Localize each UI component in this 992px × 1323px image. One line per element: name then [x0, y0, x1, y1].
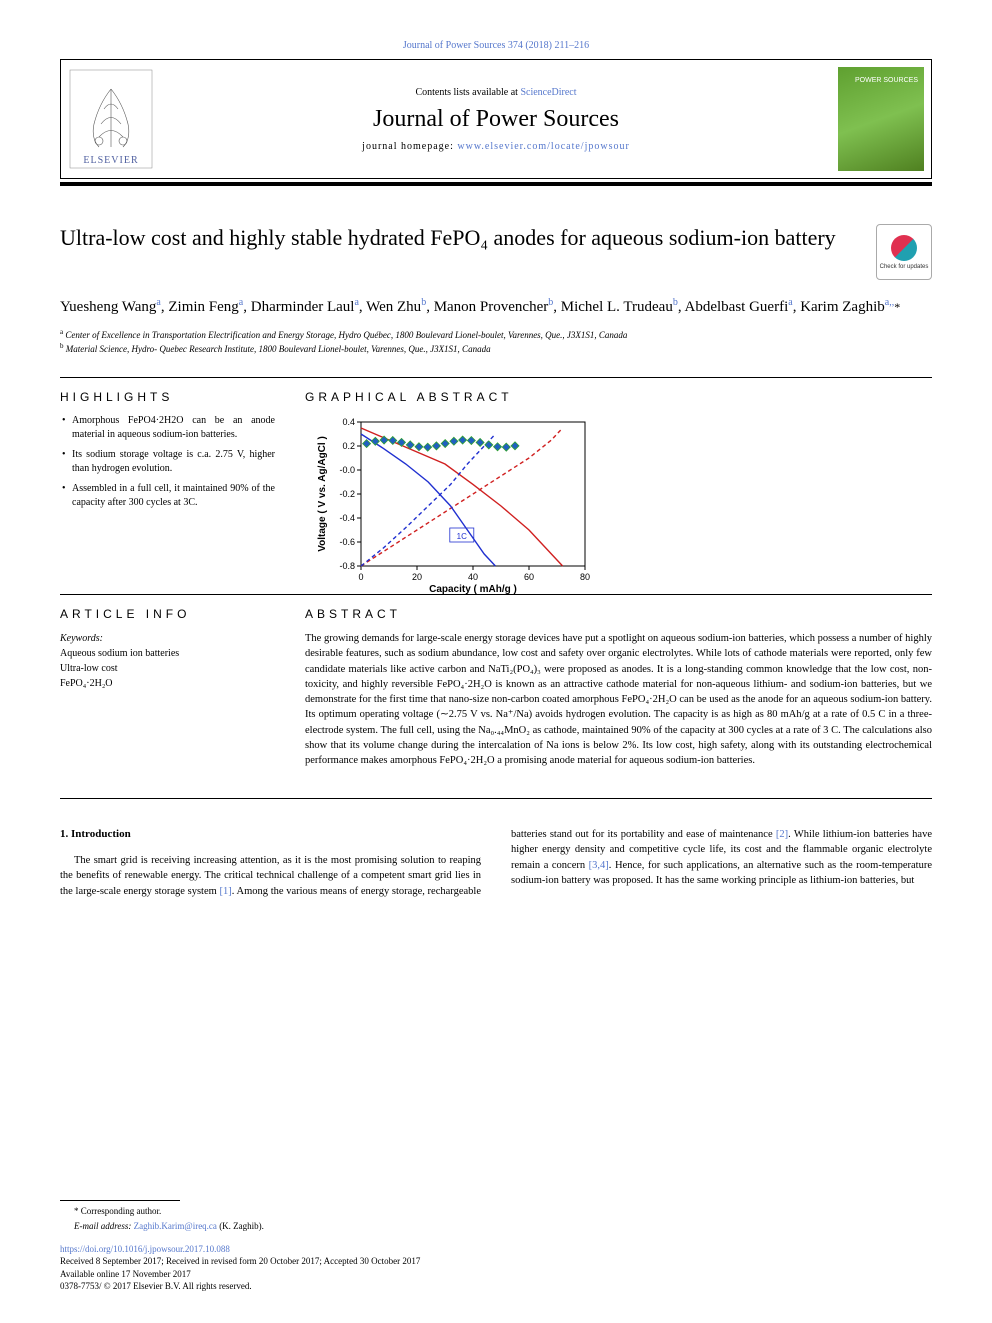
author: Dharminder Laula	[251, 299, 359, 315]
doi-link[interactable]: https://doi.org/10.1016/j.jpowsour.2017.…	[60, 1243, 932, 1256]
ref-link-2[interactable]: [2]	[776, 829, 788, 840]
journal-header: ELSEVIER Contents lists available at Sci…	[60, 59, 932, 179]
article-info-heading: ARTICLE INFO	[60, 607, 275, 621]
authors-list: Yuesheng Wanga, Zimin Fenga, Dharminder …	[60, 296, 932, 318]
contents-line: Contents lists available at ScienceDirec…	[415, 87, 576, 98]
header-center: Contents lists available at ScienceDirec…	[161, 60, 831, 178]
email-link[interactable]: Zaghib.Karim@ireq.ca	[134, 1221, 217, 1231]
abstract-text: The growing demands for large-scale ener…	[305, 631, 932, 768]
top-citation-link[interactable]: Journal of Power Sources 374 (2018) 211–…	[60, 40, 932, 51]
author: Abdelbast Guerfia	[685, 299, 793, 315]
email-line: E-mail address: Zaghib.Karim@ireq.ca (K.…	[60, 1220, 932, 1233]
elsevier-logo: ELSEVIER	[61, 60, 161, 178]
keywords-block: Keywords: Aqueous sodium ion batteriesUl…	[60, 631, 275, 691]
homepage-prefix: journal homepage:	[362, 141, 457, 152]
author: Zimin Fenga	[168, 299, 243, 315]
journal-cover: POWER SOURCES	[831, 60, 931, 178]
svg-text:-0.4: -0.4	[339, 513, 355, 523]
check-updates-badge[interactable]: Check for updates	[876, 224, 932, 280]
svg-text:0: 0	[358, 572, 363, 582]
highlights-heading: HIGHLIGHTS	[60, 390, 275, 404]
author: Karim Zaghiba,,*	[800, 299, 900, 315]
keywords-label: Keywords:	[60, 631, 275, 646]
author: Yuesheng Wanga	[60, 299, 161, 315]
footer-rule	[60, 1200, 180, 1201]
highlight-item: Amorphous FePO4·2H2O can be an anode mat…	[60, 414, 275, 442]
svg-text:-0.0: -0.0	[339, 465, 355, 475]
author: Wen Zhub	[366, 299, 426, 315]
svg-text:-0.2: -0.2	[339, 489, 355, 499]
abstract-heading: ABSTRACT	[305, 607, 932, 621]
intro-heading: 1. Introduction	[60, 827, 481, 843]
cover-image: POWER SOURCES	[838, 67, 924, 171]
svg-text:20: 20	[412, 572, 422, 582]
ref-link-34[interactable]: [3,4]	[589, 860, 609, 871]
cover-title: POWER SOURCES	[855, 77, 918, 85]
svg-text:-0.8: -0.8	[339, 561, 355, 571]
graphical-abstract-chart: -0.8 -0.6 -0.4 -0.2 -0.0 0.2 0.4 0 20 40 60 80 Capac…	[313, 414, 593, 594]
svg-text:0.2: 0.2	[342, 441, 355, 451]
footer: * Corresponding author. E-mail address: …	[60, 1200, 932, 1293]
received-line: Received 8 September 2017; Received in r…	[60, 1255, 932, 1268]
check-updates-label: Check for updates	[880, 264, 929, 270]
svg-text:0.4: 0.4	[342, 417, 355, 427]
keyword: FePO₄·2H₂O	[60, 676, 275, 691]
graphical-abstract-heading: GRAPHICAL ABSTRACT	[305, 390, 932, 404]
journal-name: Journal of Power Sources	[373, 106, 619, 133]
highlights-list: Amorphous FePO4·2H2O can be an anode mat…	[60, 414, 275, 510]
svg-text:Capacity ( mAh/g ): Capacity ( mAh/g )	[429, 584, 517, 594]
affiliation-b: b Material Science, Hydro- Quebec Resear…	[60, 342, 932, 356]
highlight-item: Its sodium storage voltage is c.a. 2.75 …	[60, 448, 275, 476]
keyword: Ultra-low cost	[60, 661, 275, 676]
rule-3	[60, 798, 932, 799]
sciencedirect-link[interactable]: ScienceDirect	[520, 87, 576, 98]
svg-text:-0.6: -0.6	[339, 537, 355, 547]
elsevier-text: ELSEVIER	[83, 155, 138, 166]
svg-text:1C: 1C	[457, 532, 467, 541]
contents-prefix: Contents lists available at	[415, 87, 520, 98]
available-line: Available online 17 November 2017	[60, 1268, 932, 1281]
svg-text:80: 80	[580, 572, 590, 582]
article-title: Ultra-low cost and highly stable hydrate…	[60, 224, 856, 253]
homepage-link[interactable]: www.elsevier.com/locate/jpowsour	[457, 141, 629, 152]
homepage-line: journal homepage: www.elsevier.com/locat…	[362, 141, 630, 152]
ref-link-1[interactable]: [1]	[220, 886, 232, 897]
svg-text:60: 60	[524, 572, 534, 582]
corresponding-author: * Corresponding author.	[60, 1205, 932, 1218]
copyright-line: 0378-7753/ © 2017 Elsevier B.V. All righ…	[60, 1280, 932, 1293]
affiliation-a: a Center of Excellence in Transportation…	[60, 328, 932, 342]
header-divider	[60, 182, 932, 186]
svg-text:40: 40	[468, 572, 478, 582]
author: Michel L. Trudeaub	[561, 299, 678, 315]
author: Manon Provencherb	[434, 299, 554, 315]
introduction-section: 1. Introduction The smart grid is receiv…	[60, 827, 932, 899]
crossmark-icon	[891, 235, 917, 261]
affiliations: a Center of Excellence in Transportation…	[60, 328, 932, 355]
svg-text:Voltage ( V vs. Ag/AgCl ): Voltage ( V vs. Ag/AgCl )	[317, 436, 328, 552]
highlight-item: Assembled in a full cell, it maintained …	[60, 482, 275, 510]
keyword: Aqueous sodium ion batteries	[60, 646, 275, 661]
